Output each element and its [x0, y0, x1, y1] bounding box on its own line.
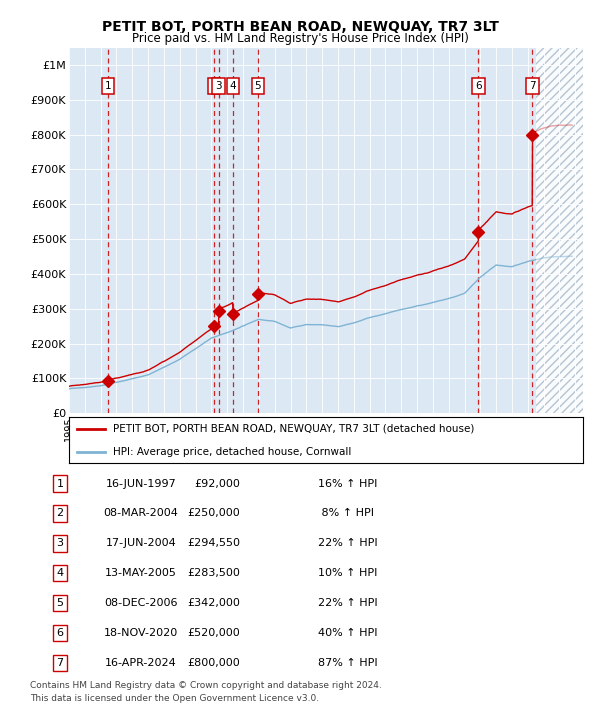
- Text: £294,550: £294,550: [187, 538, 240, 548]
- Text: 1: 1: [56, 479, 64, 488]
- Text: 16% ↑ HPI: 16% ↑ HPI: [318, 479, 377, 488]
- Text: 4: 4: [230, 81, 236, 91]
- Text: 18-NOV-2020: 18-NOV-2020: [104, 628, 178, 638]
- Text: £283,500: £283,500: [187, 568, 240, 579]
- Text: 8% ↑ HPI: 8% ↑ HPI: [318, 508, 374, 518]
- Text: £520,000: £520,000: [187, 628, 240, 638]
- Text: 2: 2: [56, 508, 64, 518]
- Text: £342,000: £342,000: [187, 599, 240, 608]
- Text: 08-MAR-2004: 08-MAR-2004: [104, 508, 178, 518]
- Text: This data is licensed under the Open Government Licence v3.0.: This data is licensed under the Open Gov…: [30, 694, 319, 703]
- Text: 5: 5: [254, 81, 261, 91]
- Text: Price paid vs. HM Land Registry's House Price Index (HPI): Price paid vs. HM Land Registry's House …: [131, 32, 469, 45]
- Text: PETIT BOT, PORTH BEAN ROAD, NEWQUAY, TR7 3LT (detached house): PETIT BOT, PORTH BEAN ROAD, NEWQUAY, TR7…: [113, 424, 474, 434]
- Text: 3: 3: [56, 538, 64, 548]
- Text: 5: 5: [56, 599, 64, 608]
- Text: 40% ↑ HPI: 40% ↑ HPI: [318, 628, 377, 638]
- Text: 13-MAY-2005: 13-MAY-2005: [105, 568, 177, 579]
- Text: 7: 7: [56, 658, 64, 668]
- Text: 2: 2: [211, 81, 218, 91]
- Text: £92,000: £92,000: [194, 479, 240, 488]
- Bar: [536, 48, 583, 413]
- Text: £800,000: £800,000: [187, 658, 240, 668]
- Text: 22% ↑ HPI: 22% ↑ HPI: [318, 599, 377, 608]
- Text: 6: 6: [475, 81, 482, 91]
- Text: 7: 7: [529, 81, 536, 91]
- Text: HPI: Average price, detached house, Cornwall: HPI: Average price, detached house, Corn…: [113, 447, 351, 457]
- Text: 16-APR-2024: 16-APR-2024: [105, 658, 177, 668]
- Text: 22% ↑ HPI: 22% ↑ HPI: [318, 538, 377, 548]
- Text: 10% ↑ HPI: 10% ↑ HPI: [318, 568, 377, 579]
- Text: Contains HM Land Registry data © Crown copyright and database right 2024.: Contains HM Land Registry data © Crown c…: [30, 681, 382, 690]
- Text: 6: 6: [56, 628, 64, 638]
- Text: 3: 3: [215, 81, 222, 91]
- Text: £250,000: £250,000: [187, 508, 240, 518]
- Text: PETIT BOT, PORTH BEAN ROAD, NEWQUAY, TR7 3LT: PETIT BOT, PORTH BEAN ROAD, NEWQUAY, TR7…: [101, 20, 499, 34]
- Text: 87% ↑ HPI: 87% ↑ HPI: [318, 658, 377, 668]
- Text: 08-DEC-2006: 08-DEC-2006: [104, 599, 178, 608]
- Text: 16-JUN-1997: 16-JUN-1997: [106, 479, 176, 488]
- Text: 4: 4: [56, 568, 64, 579]
- Text: 1: 1: [104, 81, 111, 91]
- Text: 17-JUN-2004: 17-JUN-2004: [106, 538, 176, 548]
